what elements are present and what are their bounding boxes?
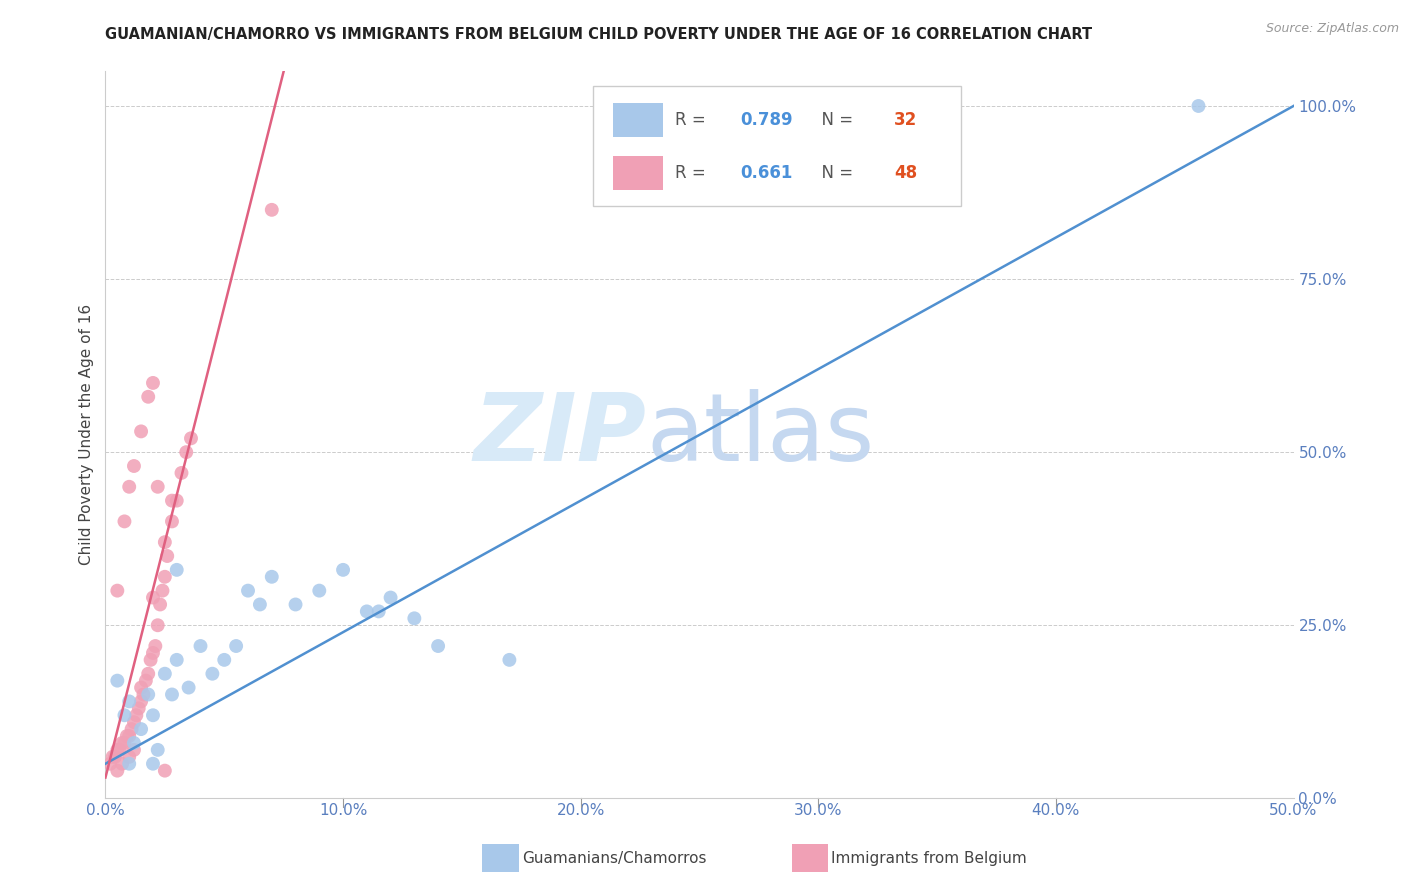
Point: [174, 445, 197, 459]
Point: [129, 722, 152, 736]
Point: [177, 681, 200, 695]
Point: [308, 583, 330, 598]
Point: [114, 515, 136, 529]
Point: [142, 708, 165, 723]
Point: [142, 591, 165, 605]
Point: [128, 701, 150, 715]
Point: [122, 458, 145, 473]
Text: Source: ZipAtlas.com: Source: ZipAtlas.com: [1265, 22, 1399, 36]
Point: [146, 618, 169, 632]
Point: [105, 583, 128, 598]
Point: [108, 743, 131, 757]
Point: [121, 722, 143, 736]
Point: [160, 515, 183, 529]
Text: R =: R =: [675, 112, 710, 129]
Text: 32: 32: [894, 112, 918, 129]
Point: [214, 653, 236, 667]
Point: [104, 749, 127, 764]
Point: [156, 549, 179, 563]
Point: [111, 736, 134, 750]
Y-axis label: Child Poverty Under the Age of 16: Child Poverty Under the Age of 16: [79, 304, 94, 566]
Point: [118, 729, 141, 743]
Point: [225, 639, 247, 653]
Point: [122, 715, 145, 730]
Point: [118, 694, 141, 708]
Point: [136, 666, 159, 681]
Text: atlas: atlas: [645, 389, 875, 481]
Point: [136, 688, 159, 702]
Text: R =: R =: [675, 164, 710, 182]
Point: [149, 598, 172, 612]
Point: [139, 653, 162, 667]
Point: [260, 570, 283, 584]
Point: [132, 688, 155, 702]
Text: Immigrants from Belgium: Immigrants from Belgium: [831, 851, 1026, 865]
Point: [160, 688, 183, 702]
Point: [118, 756, 141, 771]
Point: [129, 425, 152, 439]
Text: 0.661: 0.661: [740, 164, 792, 182]
Point: [284, 598, 307, 612]
Point: [105, 743, 128, 757]
Point: [427, 639, 450, 653]
Point: [101, 749, 124, 764]
Point: [142, 376, 165, 390]
Point: [166, 653, 188, 667]
Point: [142, 646, 165, 660]
Point: [166, 563, 188, 577]
FancyBboxPatch shape: [613, 156, 662, 190]
Point: [135, 673, 157, 688]
Point: [201, 666, 224, 681]
Point: [129, 681, 152, 695]
Point: [114, 736, 136, 750]
Point: [356, 604, 378, 618]
Point: [160, 493, 183, 508]
Point: [129, 694, 152, 708]
Point: [260, 202, 283, 217]
Point: [404, 611, 426, 625]
Point: [1187, 99, 1209, 113]
Text: Guamanians/Chamorros: Guamanians/Chamorros: [522, 851, 706, 865]
Text: N =: N =: [811, 164, 859, 182]
Point: [153, 764, 176, 778]
Text: 48: 48: [894, 164, 918, 182]
Point: [153, 570, 176, 584]
Point: [111, 756, 134, 771]
Point: [166, 493, 188, 508]
Point: [146, 480, 169, 494]
Point: [125, 708, 148, 723]
Point: [105, 764, 128, 778]
Point: [118, 749, 141, 764]
FancyBboxPatch shape: [592, 86, 960, 206]
Point: [170, 466, 193, 480]
Point: [367, 604, 389, 618]
FancyBboxPatch shape: [613, 103, 662, 136]
Point: [115, 729, 138, 743]
Text: GUAMANIAN/CHAMORRO VS IMMIGRANTS FROM BELGIUM CHILD POVERTY UNDER THE AGE OF 16 : GUAMANIAN/CHAMORRO VS IMMIGRANTS FROM BE…: [105, 27, 1092, 42]
Point: [143, 639, 166, 653]
Point: [380, 591, 402, 605]
Point: [146, 743, 169, 757]
Text: 0.789: 0.789: [740, 112, 793, 129]
Point: [153, 666, 176, 681]
Point: [236, 583, 259, 598]
Text: ZIP: ZIP: [474, 389, 645, 481]
Point: [498, 653, 520, 667]
Point: [118, 480, 141, 494]
Point: [332, 563, 354, 577]
Point: [190, 639, 212, 653]
Point: [122, 743, 145, 757]
Point: [105, 673, 128, 688]
Point: [180, 431, 202, 445]
Point: [114, 708, 136, 723]
Point: [153, 535, 176, 549]
Text: N =: N =: [811, 112, 859, 129]
Point: [136, 390, 159, 404]
Point: [98, 756, 121, 771]
Point: [142, 756, 165, 771]
Point: [152, 583, 174, 598]
Point: [249, 598, 271, 612]
Point: [122, 736, 145, 750]
